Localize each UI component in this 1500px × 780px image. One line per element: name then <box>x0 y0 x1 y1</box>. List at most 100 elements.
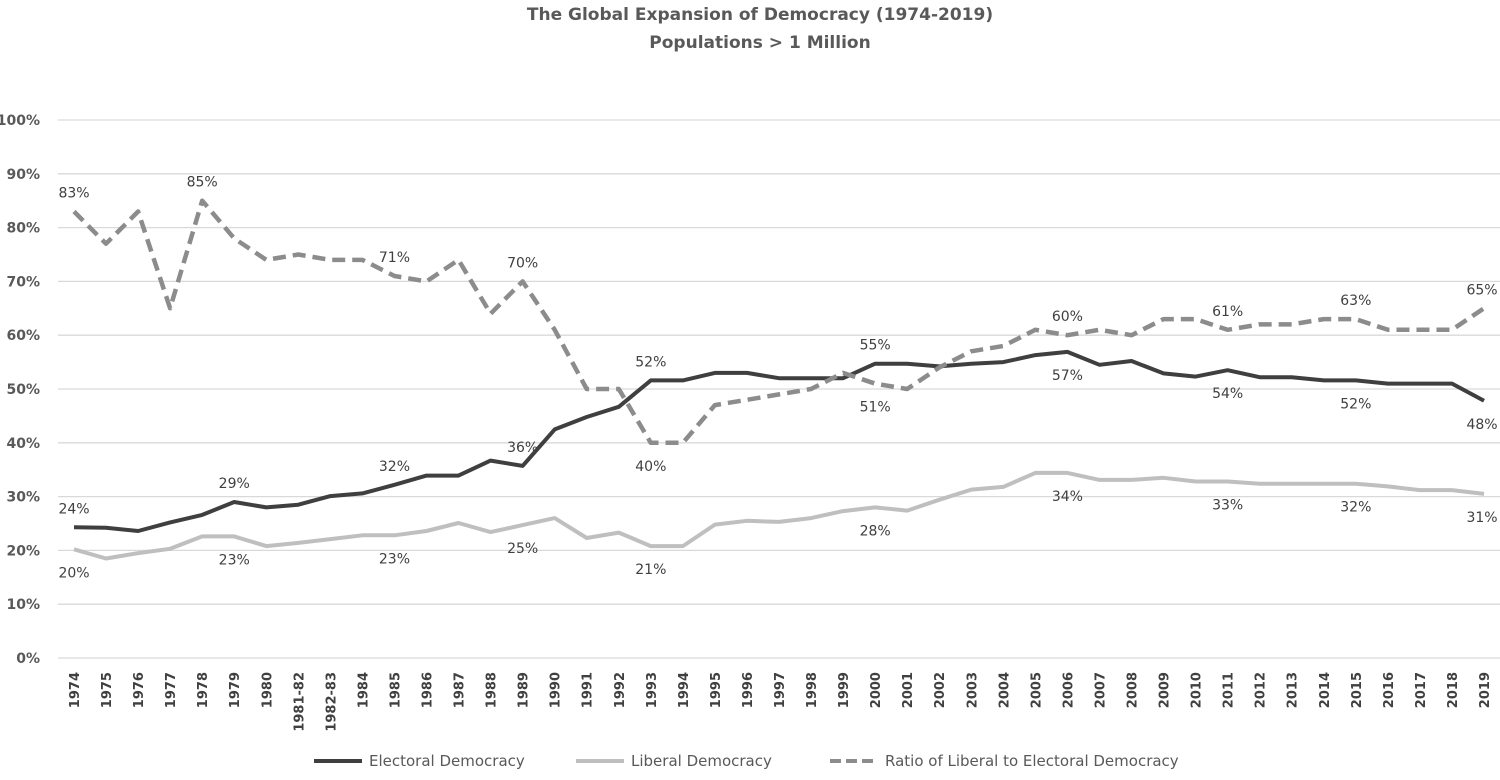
data-label: 40% <box>635 459 666 475</box>
x-tick-label: 1975 <box>100 672 115 708</box>
x-tick-label: 2011 <box>1222 672 1237 708</box>
data-label: 32% <box>1340 500 1371 516</box>
x-axis: 1974 1975 1976 1977 1978 1979 1980 1981-82 1982-… <box>68 672 1493 732</box>
x-tick-label: 1999 <box>837 672 852 708</box>
x-tick-label: 2004 <box>997 672 1012 708</box>
x-tick-label: 2007 <box>1093 672 1108 708</box>
x-tick-label: 1997 <box>773 672 788 708</box>
data-label: 28% <box>860 523 891 539</box>
x-tick-label: 2017 <box>1414 672 1429 708</box>
x-tick-label: 2013 <box>1286 672 1301 708</box>
x-tick-label: 1986 <box>421 672 436 708</box>
x-tick-label: 1990 <box>549 672 564 708</box>
data-label: 85% <box>187 175 218 191</box>
x-tick-label: 2014 <box>1318 672 1333 708</box>
data-label: 33% <box>1212 498 1243 514</box>
gridlines <box>58 119 1500 659</box>
x-tick-label: 1992 <box>613 672 628 708</box>
legend-label: Liberal Democracy <box>631 752 772 770</box>
x-tick-label: 2012 <box>1254 672 1269 708</box>
series-lines <box>72 198 1486 561</box>
data-label: 61% <box>1212 304 1243 320</box>
y-tick-label: 40% <box>6 436 40 452</box>
data-label: 32% <box>379 459 410 475</box>
x-tick-label: 2018 <box>1446 672 1461 708</box>
x-tick-label: 1991 <box>581 672 596 708</box>
x-tick-label: 1979 <box>228 672 243 708</box>
y-tick-label: 60% <box>6 328 40 344</box>
x-tick-label: 1993 <box>645 672 660 708</box>
legend-item[interactable]: Electoral Democracy <box>314 752 525 770</box>
x-tick-label: 2005 <box>1029 672 1044 708</box>
x-tick-label: 1978 <box>196 672 211 708</box>
data-label: 48% <box>1466 417 1497 433</box>
x-tick-label: 1977 <box>164 672 179 708</box>
x-tick-label: 2008 <box>1126 672 1141 708</box>
series-line-liberal-democracy <box>73 470 1485 561</box>
x-tick-label: 1976 <box>132 672 147 708</box>
data-label: 63% <box>1340 293 1371 309</box>
x-tick-label: 1998 <box>805 672 820 708</box>
x-tick-label: 1996 <box>741 672 756 708</box>
y-tick-label: 20% <box>6 543 40 559</box>
data-label: 23% <box>379 551 410 567</box>
data-label: 65% <box>1466 282 1497 298</box>
legend-item[interactable]: Liberal Democracy <box>576 752 772 770</box>
data-label: 25% <box>507 541 538 557</box>
data-label: 54% <box>1212 386 1243 402</box>
x-tick-label: 2015 <box>1350 672 1365 708</box>
x-tick-label: 1994 <box>677 672 692 708</box>
data-label: 21% <box>635 562 666 578</box>
data-label: 20% <box>58 565 89 581</box>
data-label: 51% <box>860 400 891 416</box>
series-line-ratio-of-liberal-to-electoral-democracy <box>72 198 1486 446</box>
data-label: 71% <box>379 250 410 266</box>
y-tick-label: 0% <box>16 651 40 667</box>
y-axis: 0% 10% 20% 30% 40% 50% 60% 70% 80% 90% 100% <box>0 113 40 667</box>
legend-item[interactable]: Ratio of Liberal to Electoral Democracy <box>830 752 1179 770</box>
x-tick-label: 2006 <box>1061 672 1076 708</box>
x-tick-label: 1988 <box>485 672 500 708</box>
y-tick-label: 10% <box>6 597 40 613</box>
data-label: 31% <box>1466 510 1497 526</box>
x-tick-label: 2001 <box>901 672 916 708</box>
x-tick-label: 1980 <box>260 672 275 708</box>
chart-title: The Global Expansion of Democracy (1974-… <box>527 5 993 25</box>
data-label: 34% <box>1052 489 1083 505</box>
x-tick-label: 1982-83 <box>324 672 339 732</box>
data-label: 60% <box>1052 309 1083 325</box>
data-label: 24% <box>58 501 89 517</box>
series-line-electoral-democracy <box>73 349 1485 533</box>
x-tick-label: 1989 <box>517 672 532 708</box>
y-tick-label: 80% <box>6 221 40 237</box>
x-tick-label: 2010 <box>1190 672 1205 708</box>
x-tick-label: 1985 <box>388 672 403 708</box>
data-label: 29% <box>219 476 250 492</box>
data-label: 36% <box>507 440 538 456</box>
x-tick-label: 1981-82 <box>292 672 307 732</box>
data-label: 83% <box>58 185 89 201</box>
x-tick-label: 2016 <box>1382 672 1397 708</box>
data-label: 52% <box>635 354 666 370</box>
chart-subtitle: Populations > 1 Million <box>649 33 870 53</box>
legend-label: Electoral Democracy <box>369 752 525 770</box>
legend: Electoral Democracy Liberal Democracy Rati… <box>314 752 1179 770</box>
data-labels: 24% 29% 32% 36% 52% 55% 57% 54% 52% 48% 20% 23% 23% 2… <box>58 175 1497 582</box>
x-tick-label: 2003 <box>965 672 980 708</box>
x-tick-label: 2002 <box>933 672 948 708</box>
x-tick-label: 1974 <box>68 672 83 708</box>
y-tick-label: 70% <box>6 274 40 290</box>
x-tick-label: 2000 <box>869 672 884 708</box>
x-tick-label: 1987 <box>453 672 468 708</box>
y-tick-label: 100% <box>0 113 40 129</box>
data-label: 23% <box>219 552 250 568</box>
y-tick-label: 50% <box>6 382 40 398</box>
x-tick-label: 1995 <box>709 672 724 708</box>
data-label: 52% <box>1340 396 1371 412</box>
x-tick-label: 2019 <box>1478 672 1493 708</box>
x-tick-label: 1984 <box>356 672 371 708</box>
data-label: 55% <box>860 338 891 354</box>
legend-label: Ratio of Liberal to Electoral Democracy <box>885 752 1179 770</box>
